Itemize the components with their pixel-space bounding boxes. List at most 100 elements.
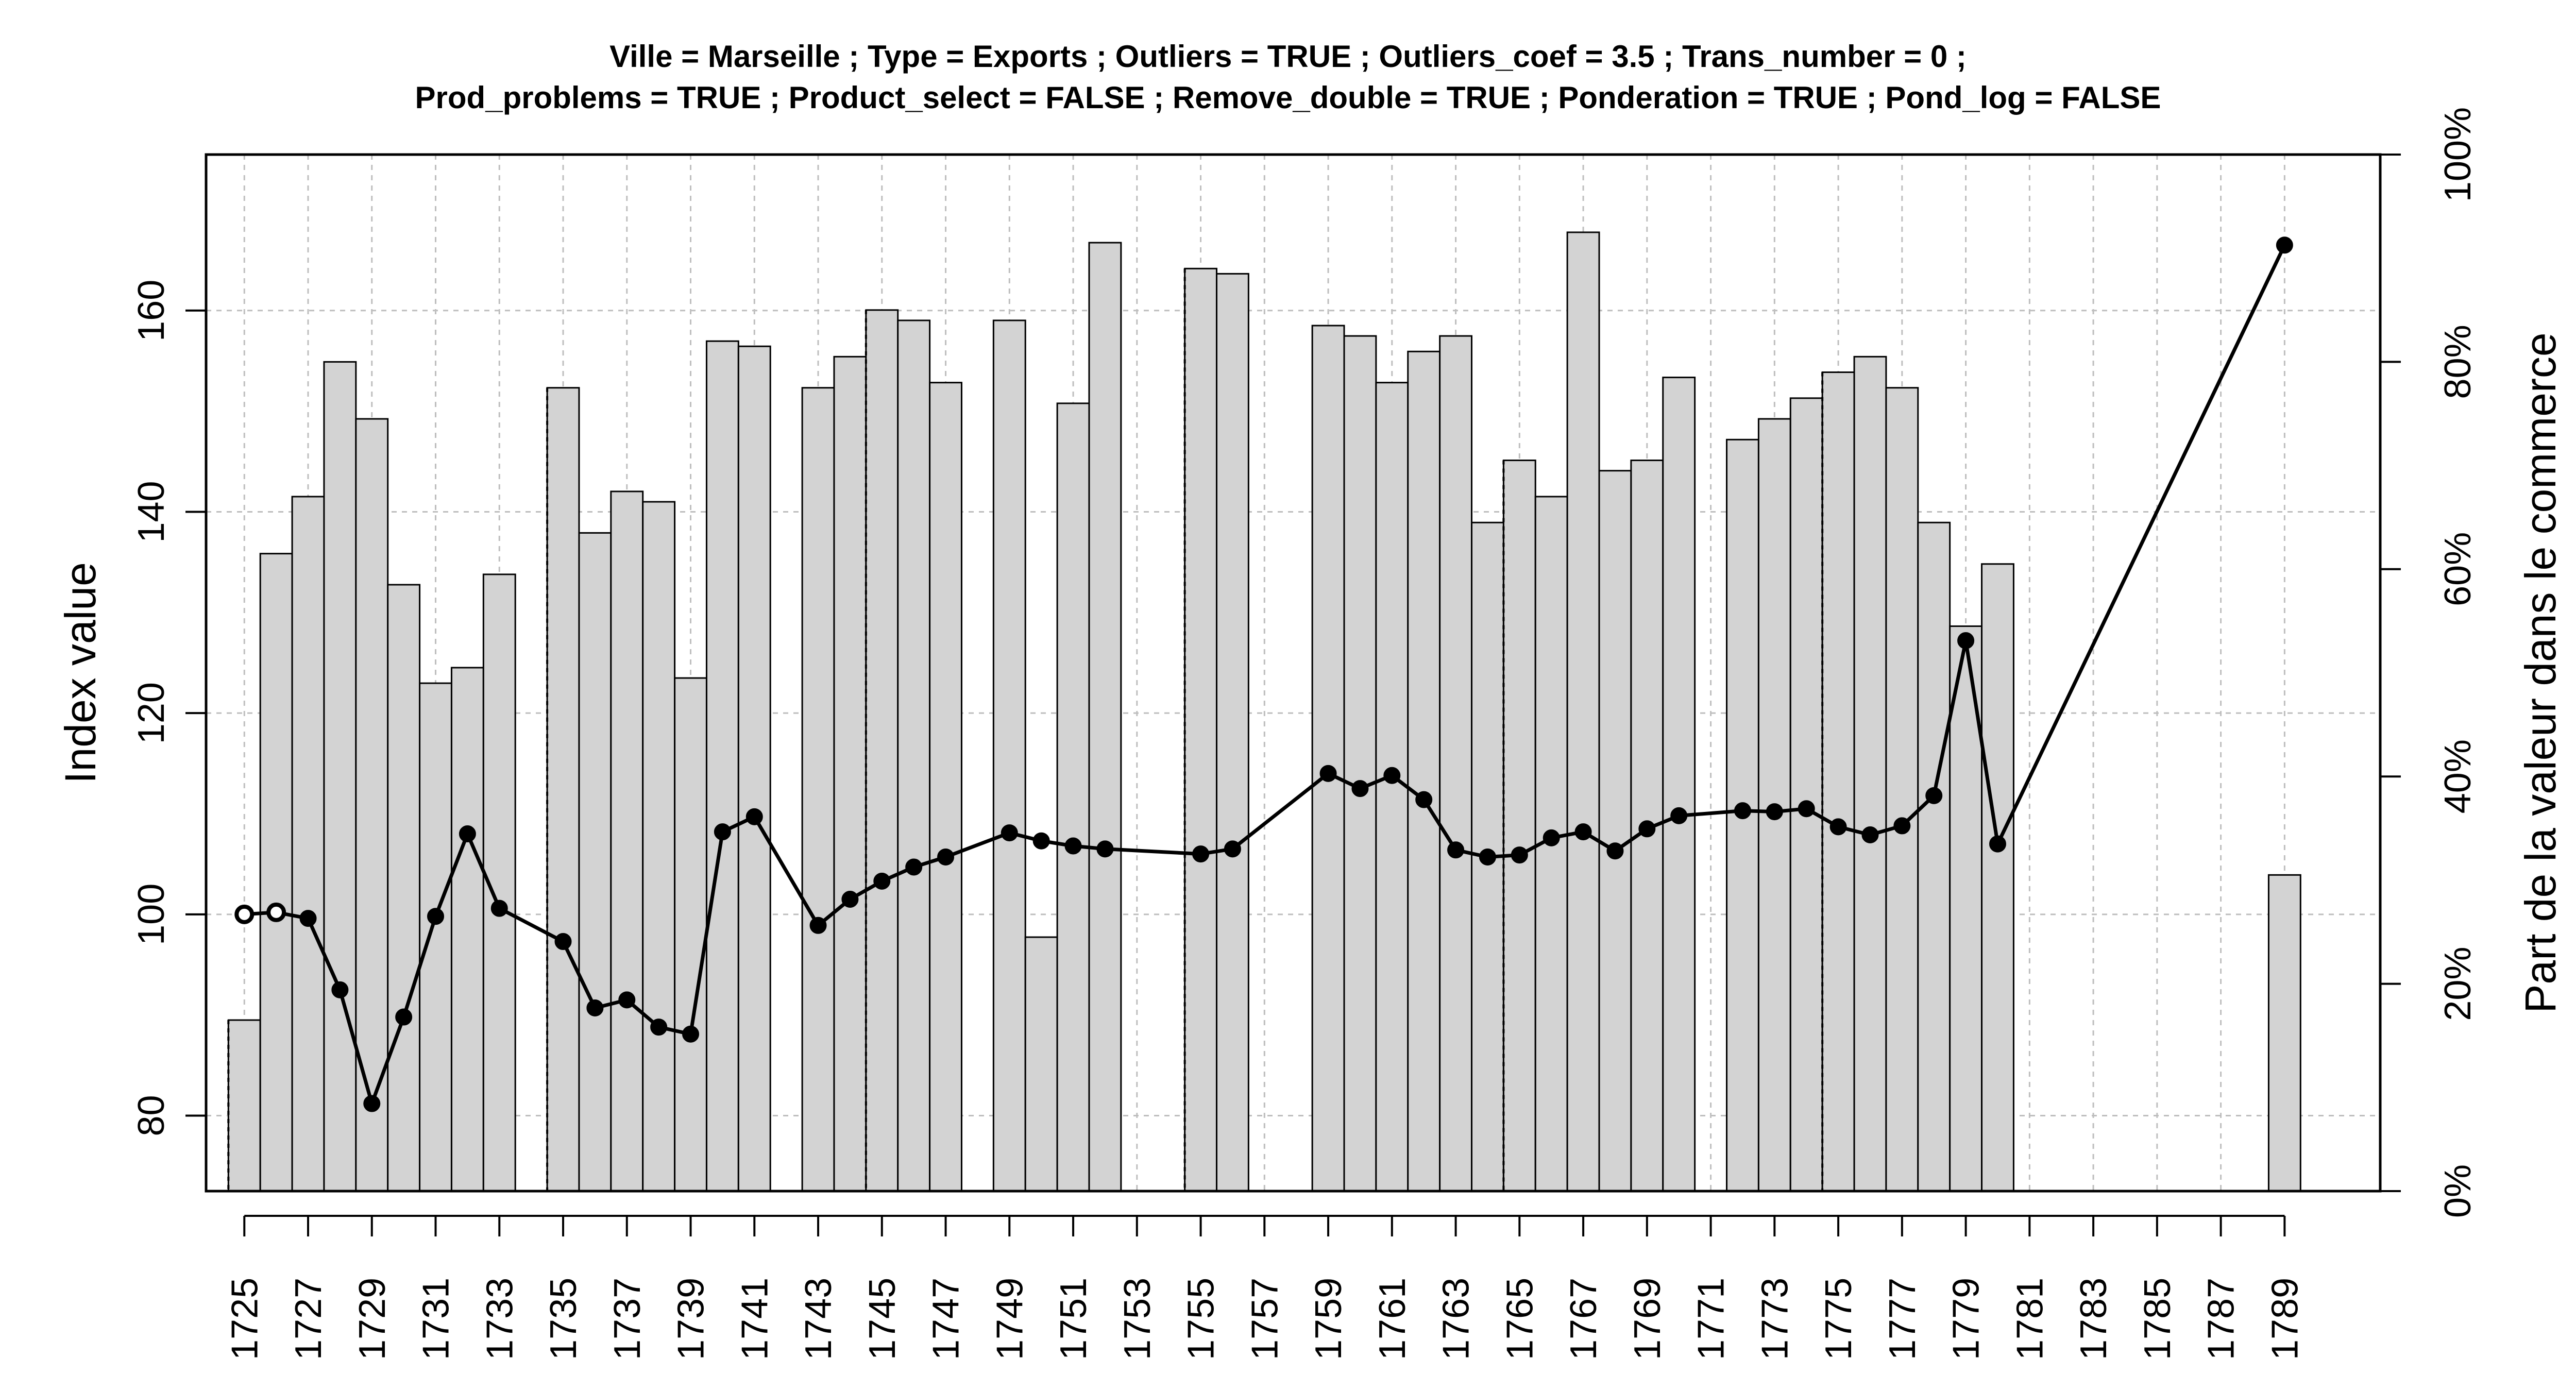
x-tick-label-1763: 1763 [1436,1278,1477,1360]
y-axis-left: 80 100 120 140 160 [131,280,207,1136]
bar-1776 [1853,355,1887,1192]
dotted-bar-edges [227,268,1824,1191]
bar-1768 [1598,470,1632,1192]
bar-1780 [1981,563,2014,1192]
index-point-1747 [937,848,955,866]
index-point-1732 [459,825,476,843]
x-tick-label-1729: 1729 [352,1278,393,1360]
index-point-1755 [1192,845,1210,863]
bar-1743 [801,387,835,1192]
index-point-1763 [1447,841,1465,859]
bar-1737 [610,490,644,1192]
x-tick-label-1739: 1739 [671,1278,712,1360]
bar-1725 [227,1019,261,1192]
index-point-1751 [1064,837,1082,855]
bar-1749 [992,319,1026,1192]
y-left-tick-label-140: 140 [131,481,172,542]
y-right-tick-label-3: 60% [2437,532,2479,606]
index-point-1728 [331,981,349,998]
x-tick-label-1753: 1753 [1117,1278,1158,1360]
index-point-1726 [266,902,286,922]
bar-1760 [1343,335,1377,1192]
bar-1765 [1502,460,1536,1192]
x-tick-label-1741: 1741 [734,1278,775,1360]
index-point-1744 [841,891,859,908]
index-point-1776 [1861,826,1879,843]
x-tick-label-1789: 1789 [2264,1278,2306,1360]
x-tick-label-1743: 1743 [798,1278,839,1360]
index-point-1749 [1001,824,1018,842]
index-point-1738 [650,1019,668,1036]
x-tick-label-1779: 1779 [1946,1278,1987,1360]
index-point-1789 [2276,236,2293,254]
index-point-1767 [1574,823,1592,841]
bar-1789 [2267,874,2301,1192]
index-point-1761 [1383,767,1401,784]
bar-1727 [291,496,325,1192]
x-tick-label-1761: 1761 [1372,1278,1413,1360]
index-point-1737 [618,991,636,1009]
bar-1732 [450,667,484,1192]
bar-1746 [897,319,931,1192]
index-point-1740 [714,823,731,841]
x-tick-label-1751: 1751 [1053,1278,1094,1360]
x-tick-label-1759: 1759 [1308,1278,1349,1360]
bar-1762 [1407,350,1441,1192]
x-tick-label-1737: 1737 [607,1278,648,1360]
index-point-1727 [299,910,317,927]
x-tick-label-1771: 1771 [1691,1278,1732,1360]
x-axis: 1725 1727 1729 1731 1733 1735 1737 1739 1741 1743… [224,1215,2306,1360]
y-axis-right: 0% 20% 40% 60% 80% 100% [2379,107,2479,1218]
index-point-1750 [1032,832,1050,850]
index-point-1731 [427,908,445,925]
bar-1738 [642,501,676,1192]
bar-1730 [387,584,421,1192]
bar-1736 [578,532,612,1192]
x-tick-label-1757: 1757 [1244,1278,1285,1360]
y-right-tick-label-4: 80% [2437,325,2479,399]
bar-1731 [419,682,452,1192]
bar-1752 [1088,242,1122,1192]
index-point-1752 [1096,840,1114,858]
x-tick-label-1769: 1769 [1627,1278,1668,1360]
index-point-1778 [1925,787,1943,804]
bar-1759 [1311,325,1345,1192]
bar-1763 [1439,335,1473,1192]
bar-1747 [929,382,962,1192]
index-point-1765 [1511,846,1528,864]
bar-1756 [1215,273,1249,1192]
x-tick-label-1773: 1773 [1754,1278,1795,1360]
index-point-1772 [1734,802,1751,820]
index-point-1775 [1829,818,1847,836]
index-point-1773 [1766,803,1783,821]
bar-1740 [705,340,739,1192]
y-left-tick-label-100: 100 [131,884,172,945]
bar-1739 [674,677,707,1192]
index-point-1780 [1989,835,2006,853]
x-tick-label-1745: 1745 [862,1278,903,1360]
y-right-tick-label-0: 0% [2437,1164,2479,1218]
x-tick-label-1727: 1727 [288,1278,329,1360]
x-tick-label-1733: 1733 [479,1278,520,1360]
x-tick-label-1787: 1787 [2201,1278,2242,1360]
bar-1726 [259,553,293,1192]
x-tick-label-1747: 1747 [926,1278,967,1360]
index-point-1735 [554,933,572,951]
index-point-1745 [873,872,891,890]
index-point-1736 [586,999,604,1016]
bar-1761 [1375,382,1409,1192]
index-point-1759 [1319,765,1337,782]
index-point-1730 [395,1008,413,1026]
index-point-1733 [490,900,508,917]
index-point-1768 [1606,842,1624,860]
bar-1778 [1917,521,1951,1192]
index-point-1760 [1351,780,1369,798]
bar-1728 [323,361,357,1192]
x-tick-label-1783: 1783 [2073,1278,2114,1360]
x-tick-label-1749: 1749 [989,1278,1030,1360]
x-tick-label-1781: 1781 [2009,1278,2050,1360]
bar-1744 [833,355,867,1192]
bar-1777 [1885,387,1919,1192]
y-axis-right-label: Part de la valeur dans le commerce [2516,332,2565,1013]
y-right-tick-label-5: 100% [2437,107,2479,202]
